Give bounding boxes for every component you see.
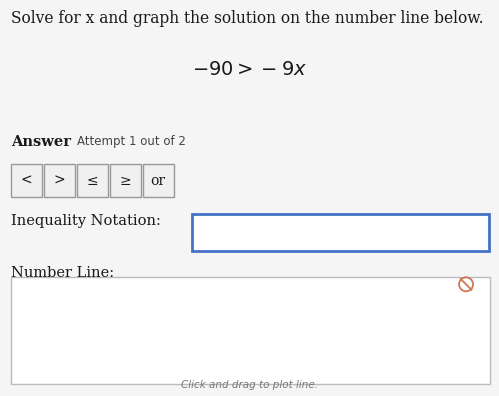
Text: or: or: [151, 173, 166, 188]
Text: 10: 10: [413, 346, 424, 355]
Text: ≤: ≤: [86, 173, 98, 188]
Text: -6: -6: [145, 346, 154, 355]
Text: ≥: ≥: [119, 173, 131, 188]
Text: -10: -10: [76, 346, 89, 355]
Text: 12: 12: [447, 346, 458, 355]
Text: 2: 2: [281, 346, 287, 355]
Text: -2: -2: [213, 346, 221, 355]
Text: Solve for x and graph the solution on the number line below.: Solve for x and graph the solution on th…: [11, 10, 484, 27]
Text: Click and drag to plot line.: Click and drag to plot line.: [181, 380, 318, 390]
Text: 4: 4: [315, 346, 320, 355]
Text: Inequality Notation:: Inequality Notation:: [11, 214, 161, 228]
Text: -4: -4: [179, 346, 187, 355]
Text: Attempt 1 out of 2: Attempt 1 out of 2: [77, 135, 186, 148]
Text: -12: -12: [42, 346, 55, 355]
Text: Answer: Answer: [11, 135, 71, 149]
Text: Number Line:: Number Line:: [11, 266, 114, 280]
Text: -8: -8: [112, 346, 120, 355]
Text: >: >: [53, 173, 65, 188]
Text: <: <: [20, 173, 32, 188]
Text: 6: 6: [349, 346, 354, 355]
Text: 0: 0: [248, 346, 253, 355]
Text: 8: 8: [382, 346, 388, 355]
Text: $-90 > -9x$: $-90 > -9x$: [192, 61, 307, 79]
